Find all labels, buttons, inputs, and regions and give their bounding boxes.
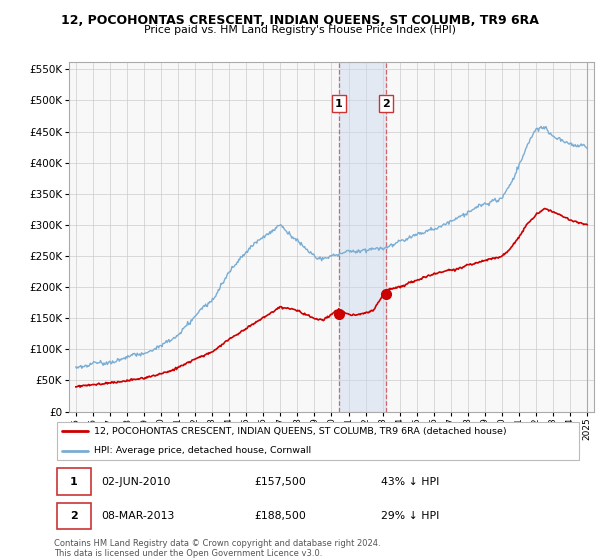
FancyBboxPatch shape [56,468,91,495]
Text: 02-JUN-2010: 02-JUN-2010 [101,477,171,487]
Text: £157,500: £157,500 [254,477,307,487]
Bar [338,62,386,412]
Text: £188,500: £188,500 [254,511,307,521]
Text: 29% ↓ HPI: 29% ↓ HPI [382,511,440,521]
Text: 2: 2 [382,99,389,109]
Text: 1: 1 [70,477,77,487]
Text: 12, POCOHONTAS CRESCENT, INDIAN QUEENS, ST COLUMB, TR9 6RA: 12, POCOHONTAS CRESCENT, INDIAN QUEENS, … [61,14,539,27]
Text: 43% ↓ HPI: 43% ↓ HPI [382,477,440,487]
Text: 08-MAR-2013: 08-MAR-2013 [101,511,175,521]
FancyBboxPatch shape [56,503,91,529]
FancyBboxPatch shape [56,422,580,460]
Text: Contains HM Land Registry data © Crown copyright and database right 2024.
This d: Contains HM Land Registry data © Crown c… [54,539,380,558]
Text: 12, POCOHONTAS CRESCENT, INDIAN QUEENS, ST COLUMB, TR9 6RA (detached house): 12, POCOHONTAS CRESCENT, INDIAN QUEENS, … [94,427,506,436]
Text: 2: 2 [70,511,77,521]
Text: Price paid vs. HM Land Registry's House Price Index (HPI): Price paid vs. HM Land Registry's House … [144,25,456,35]
Text: 1: 1 [335,99,343,109]
Text: HPI: Average price, detached house, Cornwall: HPI: Average price, detached house, Corn… [94,446,311,455]
